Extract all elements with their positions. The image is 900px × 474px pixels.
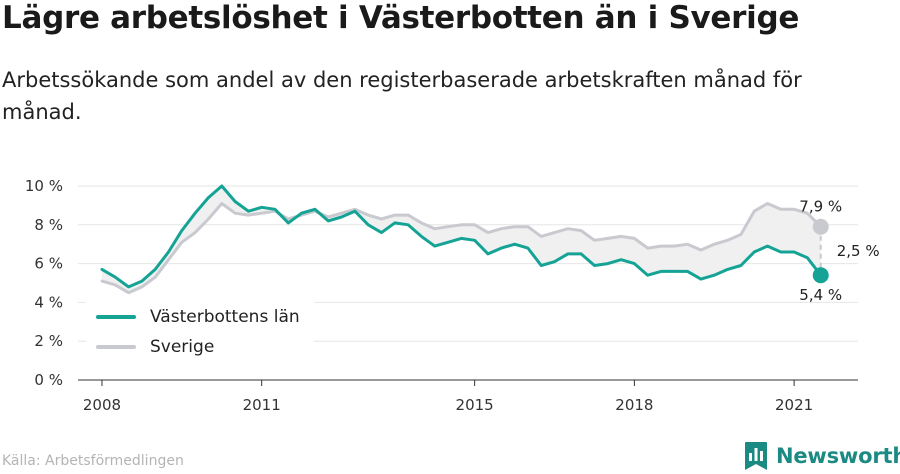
page-subtitle: Arbetssökande som andel av den registerb… [2,68,802,124]
page-title: Lägre arbetslöshet i Västerbotten än i S… [2,0,800,36]
x-tick-label: 2015 [456,396,494,414]
x-tick-label: 2018 [615,396,653,414]
brand-logo[interactable]: Newsworthy [744,440,900,472]
end-label-sverige: 7,9 % [799,198,842,216]
brand-name: Newsworthy [776,444,900,468]
legend-item-sverige[interactable]: Sverige [96,335,214,359]
y-tick-label: 10 % [25,177,63,195]
gap-fill-area [102,186,821,293]
legend-swatch-sverige [96,345,136,349]
x-tick-label: 2008 [83,396,121,414]
gap-area [102,186,821,293]
newsworthy-logo-icon [745,442,767,470]
y-tick-label: 2 % [34,332,63,350]
series-line-sverige [100,202,823,295]
legend-label-sverige: Sverige [150,337,215,357]
gap-label: 2,5 % [837,242,880,260]
x-tick-label: 2021 [775,396,813,414]
source-note: Källa: Arbetsförmedlingen [2,453,184,469]
axes: 0 % 2 % 4 % 6 % 8 % 10 % 2008 2011 2015 2018 2021 [25,177,858,414]
y-tick-label: 6 % [34,255,63,273]
y-tick-label: 8 % [34,216,63,234]
y-tick-label: 0 % [34,371,63,389]
legend-label-vasterbotten: Västerbottens län [150,307,300,327]
end-label-vasterbotten: 5,4 % [799,286,842,304]
y-tick-label: 4 % [34,293,63,311]
series-lines [100,184,823,295]
series-line-vasterbotten [100,184,823,289]
chart-legend: Västerbottens län Sverige [86,297,314,367]
end-point-vasterbotten [812,267,829,284]
annotations: 7,9 % 5,4 % 2,5 % [799,198,879,304]
end-point-sverige [812,218,829,235]
legend-swatch-vasterbotten [96,315,136,319]
legend-item-vasterbotten[interactable]: Västerbottens län [96,305,300,329]
x-tick-label: 2011 [243,396,281,414]
